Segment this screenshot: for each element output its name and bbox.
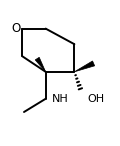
Text: NH: NH [52,94,69,104]
Polygon shape [74,61,95,72]
Text: O: O [11,22,20,35]
Polygon shape [35,57,46,72]
Text: OH: OH [88,94,105,104]
